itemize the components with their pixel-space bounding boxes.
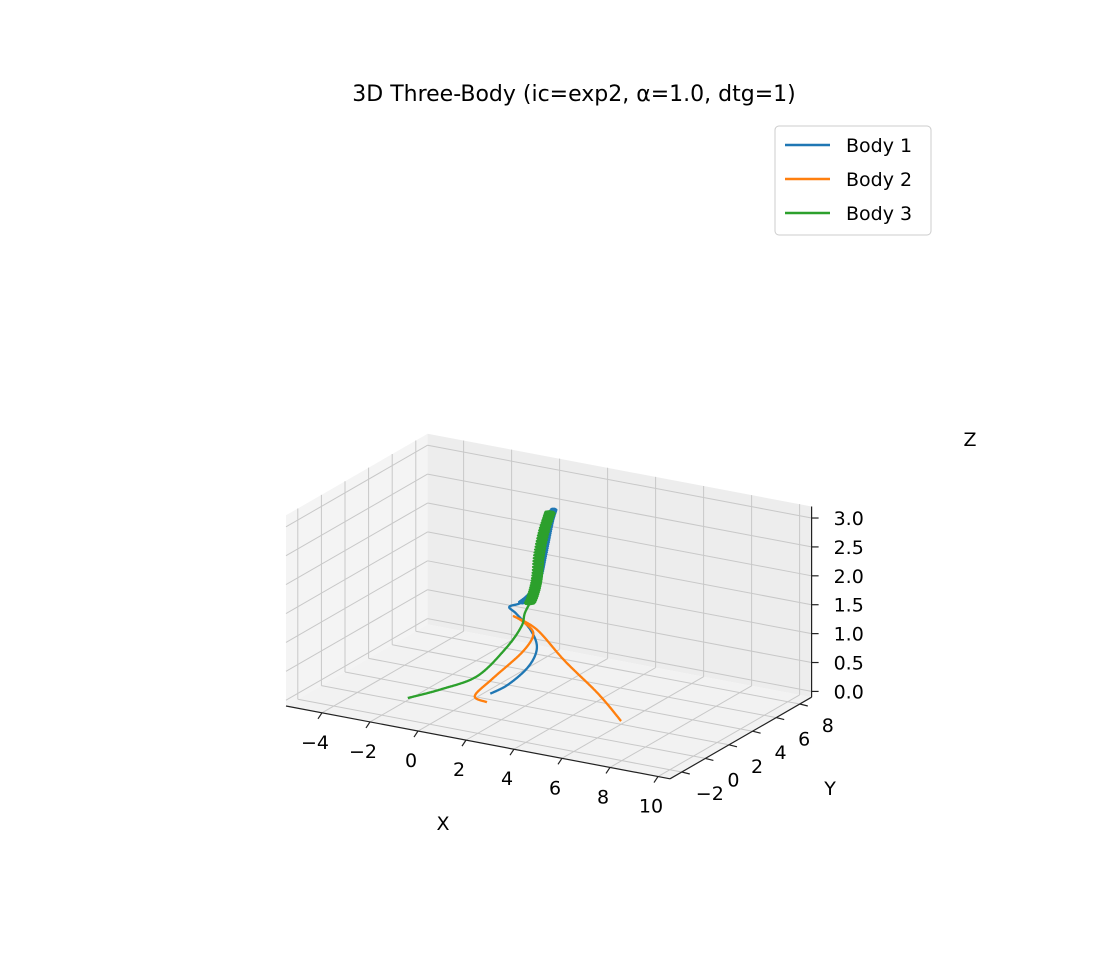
z-axis-label: Z (963, 429, 976, 451)
x-tick-mark (317, 712, 323, 720)
z-tick-label: 1.0 (834, 624, 864, 646)
pane-floor (286, 624, 812, 779)
x-axis-label: X (436, 813, 449, 835)
z-tick-label: 0.0 (834, 681, 864, 703)
axes-lines (285, 506, 819, 783)
y-tick-mark (705, 757, 714, 761)
x-tick-mark (413, 730, 419, 738)
x-tick-label: 8 (597, 786, 609, 808)
gridline-z-left (285, 444, 428, 528)
x-tick-mark (365, 721, 371, 729)
z-tick-label: 1.5 (834, 595, 864, 617)
z-tick-label: 2.5 (834, 537, 864, 559)
gridline-z-left (285, 618, 428, 701)
x-tick-label: −2 (349, 741, 377, 763)
x-tick-label: 10 (639, 796, 663, 818)
y-axis-label: Y (823, 778, 836, 800)
x-tick-mark (557, 757, 563, 765)
gridline-x-floor (513, 667, 656, 750)
gridline-y-floor (368, 657, 753, 732)
y-tick-label: 4 (775, 742, 787, 764)
series-line-body-1 (489, 507, 558, 695)
gridline-z-back (427, 444, 812, 519)
gridline-z-back (427, 502, 812, 577)
x-tick-mark (509, 748, 515, 756)
gridline-z-left (285, 473, 428, 557)
y-axis-line (669, 696, 812, 780)
legend-label-body-1: Body 1 (846, 135, 912, 157)
gridline-y-floor (415, 630, 800, 705)
gridline-z-left (285, 531, 428, 614)
gridline-z-back (427, 560, 812, 635)
y-tick-mark (776, 717, 785, 721)
z-tick-label: 2.0 (834, 566, 864, 588)
gridline-z-back (427, 589, 812, 664)
gridline-y-floor (297, 698, 682, 773)
y-tick-mark (799, 703, 808, 707)
z-tick-label: 0.5 (834, 653, 864, 675)
gridline-x-floor (609, 685, 752, 768)
gridline-x-floor (465, 658, 608, 741)
x-axis-line (285, 705, 671, 780)
gridline-z-left (285, 502, 428, 586)
y-tick-label: −2 (696, 783, 724, 805)
y-tick-mark (728, 744, 738, 748)
series-lines (406, 507, 623, 723)
gridline-z-back (427, 618, 812, 692)
y-tick-label: 2 (751, 756, 763, 778)
gridline-z-left (285, 560, 428, 643)
y-tick-label: 8 (822, 715, 834, 737)
z-tick-label: 3.0 (834, 508, 864, 530)
gridline-x-floor (657, 694, 800, 777)
chart-title: 3D Three-Body (ic=exp2, α=1.0, dtg=1) (352, 82, 795, 107)
gridline-x-floor (417, 648, 560, 732)
x-tick-mark (653, 776, 659, 783)
gridline-y-floor (344, 671, 730, 746)
x-tick-label: 6 (549, 777, 561, 799)
legend-label-body-3: Body 3 (846, 203, 912, 225)
y-tick-label: 0 (727, 769, 739, 791)
gridline-x-floor (321, 630, 464, 714)
gridline-x-floor (561, 676, 704, 759)
y-tick-mark (752, 730, 761, 734)
gridline-y-floor (321, 685, 706, 759)
gridline-z-left (285, 589, 428, 672)
x-tick-label: 4 (501, 768, 513, 790)
x-tick-label: 0 (405, 750, 417, 772)
gridline-z-back (427, 531, 812, 606)
gridline-z-back (427, 473, 812, 548)
legend-label-body-2: Body 2 (846, 169, 912, 191)
x-tick-mark (461, 739, 467, 747)
x-tick-label: 2 (453, 759, 465, 781)
gridline-x-floor (369, 639, 512, 723)
y-tick-mark (681, 771, 690, 775)
x-tick-label: −4 (301, 732, 329, 754)
y-tick-label: 6 (798, 729, 810, 751)
series-line-body-3 (406, 510, 556, 700)
x-tick-mark (605, 767, 611, 774)
legend: Body 1 Body 2 Body 3 (774, 125, 932, 236)
